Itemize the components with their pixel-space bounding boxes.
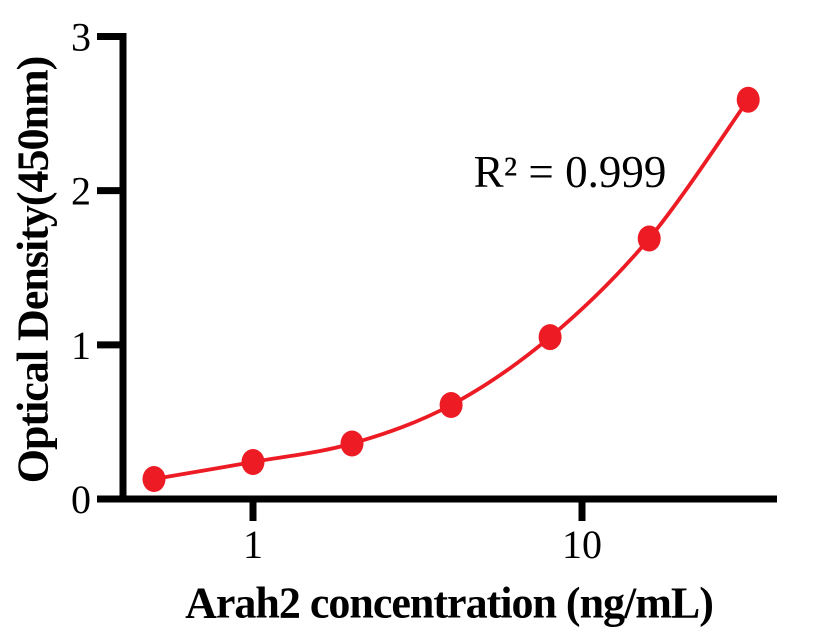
data-point-marker <box>340 430 364 457</box>
data-point-marker <box>637 225 661 252</box>
data-point-marker <box>241 449 265 475</box>
y-tick-label: 1 <box>71 323 91 368</box>
y-tick-label: 0 <box>71 477 91 522</box>
data-point-marker <box>142 466 166 492</box>
y-axis-title: Optical Density(450nm) <box>8 56 58 484</box>
y-tick-label: 3 <box>71 14 91 59</box>
data-point-marker <box>439 392 463 418</box>
x-tick-label: 1 <box>243 522 263 567</box>
data-point-marker <box>736 86 760 113</box>
x-tick-label: 10 <box>562 522 602 567</box>
y-tick-label: 2 <box>71 169 91 214</box>
data-point-marker <box>538 324 562 351</box>
r-squared-annotation: R² = 0.999 <box>473 147 667 197</box>
x-axis-title: Arah2 concentration (ng/mL) <box>185 578 714 628</box>
